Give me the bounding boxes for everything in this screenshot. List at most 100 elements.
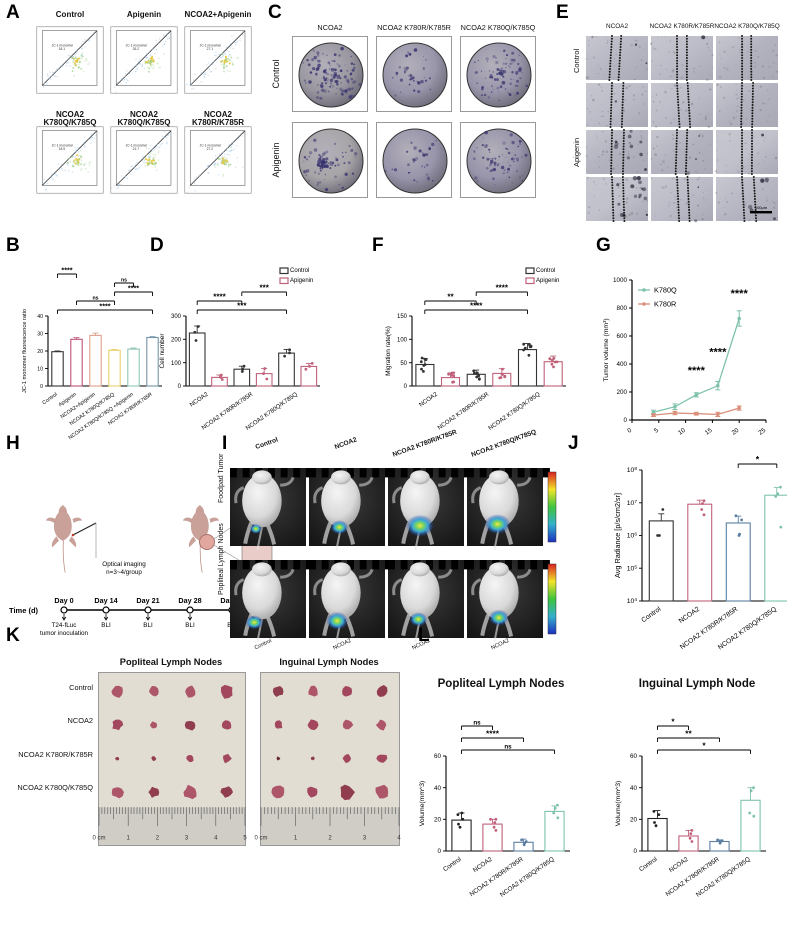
- svg-text:Optical imaging: Optical imaging: [102, 561, 146, 568]
- svg-text:NCOA2 K780Q/K785Q: NCOA2 K780Q/K785Q: [695, 856, 752, 899]
- svg-text:T24-fLuc: T24-fLuc: [52, 622, 77, 629]
- svg-text:***: ***: [260, 284, 270, 293]
- svg-text:600: 600: [616, 333, 627, 340]
- svg-text:Control: Control: [41, 392, 58, 407]
- svg-text:0: 0: [404, 384, 408, 390]
- svg-text:20: 20: [37, 349, 43, 355]
- svg-text:NCOA2: NCOA2: [668, 856, 690, 874]
- svg-text:Tumor volume (mm³): Tumor volume (mm³): [603, 318, 610, 381]
- svg-text:25: 25: [757, 427, 767, 437]
- svg-text:4: 4: [397, 835, 401, 841]
- svg-text:60: 60: [434, 753, 442, 760]
- svg-text:0: 0: [178, 384, 182, 390]
- svg-text:Day 0: Day 0: [54, 596, 73, 605]
- svg-text:21.7: 21.7: [133, 147, 140, 151]
- svg-text:0 cm: 0 cm: [254, 835, 267, 841]
- svg-text:30: 30: [37, 332, 43, 338]
- svg-text:Time (d): Time (d): [9, 606, 39, 615]
- svg-text:NCOA2 K780Q/K785Q: NCOA2 K780Q/K785Q: [245, 392, 299, 432]
- svg-text:20: 20: [630, 817, 638, 824]
- svg-text:0: 0: [437, 848, 441, 855]
- svg-text:****: ****: [213, 293, 226, 302]
- svg-text:40: 40: [434, 785, 442, 792]
- svg-text:NCOA2 K780Q/K785Q: NCOA2 K780Q/K785Q: [488, 392, 542, 432]
- svg-text:108: 108: [627, 466, 638, 475]
- svg-text:NCOA2: NCOA2: [678, 606, 701, 625]
- svg-text:18.5: 18.5: [59, 147, 66, 151]
- svg-text:40: 40: [630, 785, 638, 792]
- svg-text:0 cm: 0 cm: [92, 835, 105, 841]
- svg-text:Migration rate(%): Migration rate(%): [385, 326, 392, 376]
- svg-text:NCOA2 K780R/K785R: NCOA2 K780R/K785R: [468, 856, 525, 899]
- svg-text:BLI: BLI: [101, 622, 111, 629]
- svg-text:Day 21: Day 21: [136, 596, 159, 605]
- svg-text:n=3~4/group: n=3~4/group: [106, 569, 142, 576]
- svg-text:200: 200: [616, 389, 627, 396]
- svg-text:Apigenin: Apigenin: [536, 278, 559, 284]
- svg-text:60: 60: [630, 753, 638, 760]
- svg-text:NCOA2: NCOA2: [472, 856, 494, 874]
- svg-text:ns: ns: [92, 296, 98, 302]
- svg-text:K780Q: K780Q: [654, 286, 677, 295]
- svg-text:Cell number: Cell number: [159, 333, 166, 369]
- svg-text:0: 0: [40, 384, 43, 390]
- svg-text:****: ****: [99, 302, 110, 311]
- svg-text:NCOA2: NCOA2: [418, 391, 439, 408]
- svg-text:JC-1 monomer fluorescence rati: JC-1 monomer fluorescence ratio: [22, 309, 28, 393]
- svg-text:104: 104: [627, 597, 638, 606]
- svg-text:****: ****: [61, 266, 72, 275]
- svg-text:200: 200: [171, 338, 182, 344]
- svg-text:106: 106: [627, 531, 638, 540]
- svg-text:Volume(mm^3): Volume(mm^3): [419, 781, 426, 827]
- svg-text:Day 28: Day 28: [178, 596, 201, 605]
- svg-text:0: 0: [626, 427, 633, 435]
- svg-text:Control: Control: [536, 268, 555, 274]
- svg-text:105: 105: [627, 564, 638, 573]
- svg-text:10: 10: [677, 427, 687, 437]
- svg-text:0: 0: [623, 417, 627, 424]
- svg-text:5: 5: [653, 427, 660, 435]
- svg-text:Day 14: Day 14: [94, 596, 117, 605]
- svg-text:NCOA2 K780Q/K785Q: NCOA2 K780Q/K785Q: [499, 856, 556, 899]
- svg-text:Control: Control: [640, 606, 662, 625]
- svg-text:18.1: 18.1: [59, 47, 66, 51]
- svg-text:ns: ns: [504, 744, 512, 751]
- svg-text:****: ****: [709, 347, 727, 359]
- svg-text:100: 100: [171, 361, 182, 367]
- svg-text:****: ****: [486, 729, 500, 739]
- svg-text:40: 40: [37, 314, 43, 320]
- svg-text:*: *: [702, 741, 706, 751]
- svg-text:Control: Control: [638, 856, 659, 873]
- svg-text:****: ****: [731, 288, 749, 300]
- svg-text:Control: Control: [290, 268, 309, 274]
- svg-text:**: **: [685, 729, 692, 739]
- svg-text:Control: Control: [442, 856, 463, 873]
- svg-text:****: ****: [128, 284, 139, 293]
- svg-text:800: 800: [616, 305, 627, 312]
- svg-text:27.2: 27.2: [207, 147, 214, 151]
- svg-text:150: 150: [397, 314, 408, 320]
- svg-text:K780R: K780R: [654, 300, 676, 309]
- svg-text:5: 5: [243, 835, 247, 841]
- svg-text:1000: 1000: [613, 277, 628, 284]
- svg-text:tumor inoculation: tumor inoculation: [40, 630, 88, 637]
- svg-text:Volume(mm^3): Volume(mm^3): [615, 781, 622, 827]
- svg-text:300: 300: [171, 314, 182, 320]
- svg-text:10: 10: [37, 367, 43, 373]
- svg-text:100: 100: [397, 338, 408, 344]
- svg-text:50: 50: [400, 361, 407, 367]
- svg-text:20: 20: [434, 817, 442, 824]
- svg-text:20: 20: [731, 427, 741, 437]
- svg-text:NCOA2 K780R/K785R: NCOA2 K780R/K785R: [664, 856, 721, 899]
- svg-text:107: 107: [627, 499, 638, 508]
- svg-text:****: ****: [470, 302, 483, 311]
- svg-text:**: **: [447, 293, 454, 302]
- svg-text:15: 15: [704, 427, 714, 437]
- svg-text:Apigenin: Apigenin: [290, 278, 313, 284]
- svg-text:****: ****: [688, 365, 706, 377]
- svg-text:BLI: BLI: [143, 622, 153, 629]
- svg-text:***: ***: [237, 302, 247, 311]
- svg-text:0: 0: [633, 848, 637, 855]
- svg-text:NCOA2: NCOA2: [189, 391, 210, 408]
- svg-text:27.1: 27.1: [207, 47, 214, 51]
